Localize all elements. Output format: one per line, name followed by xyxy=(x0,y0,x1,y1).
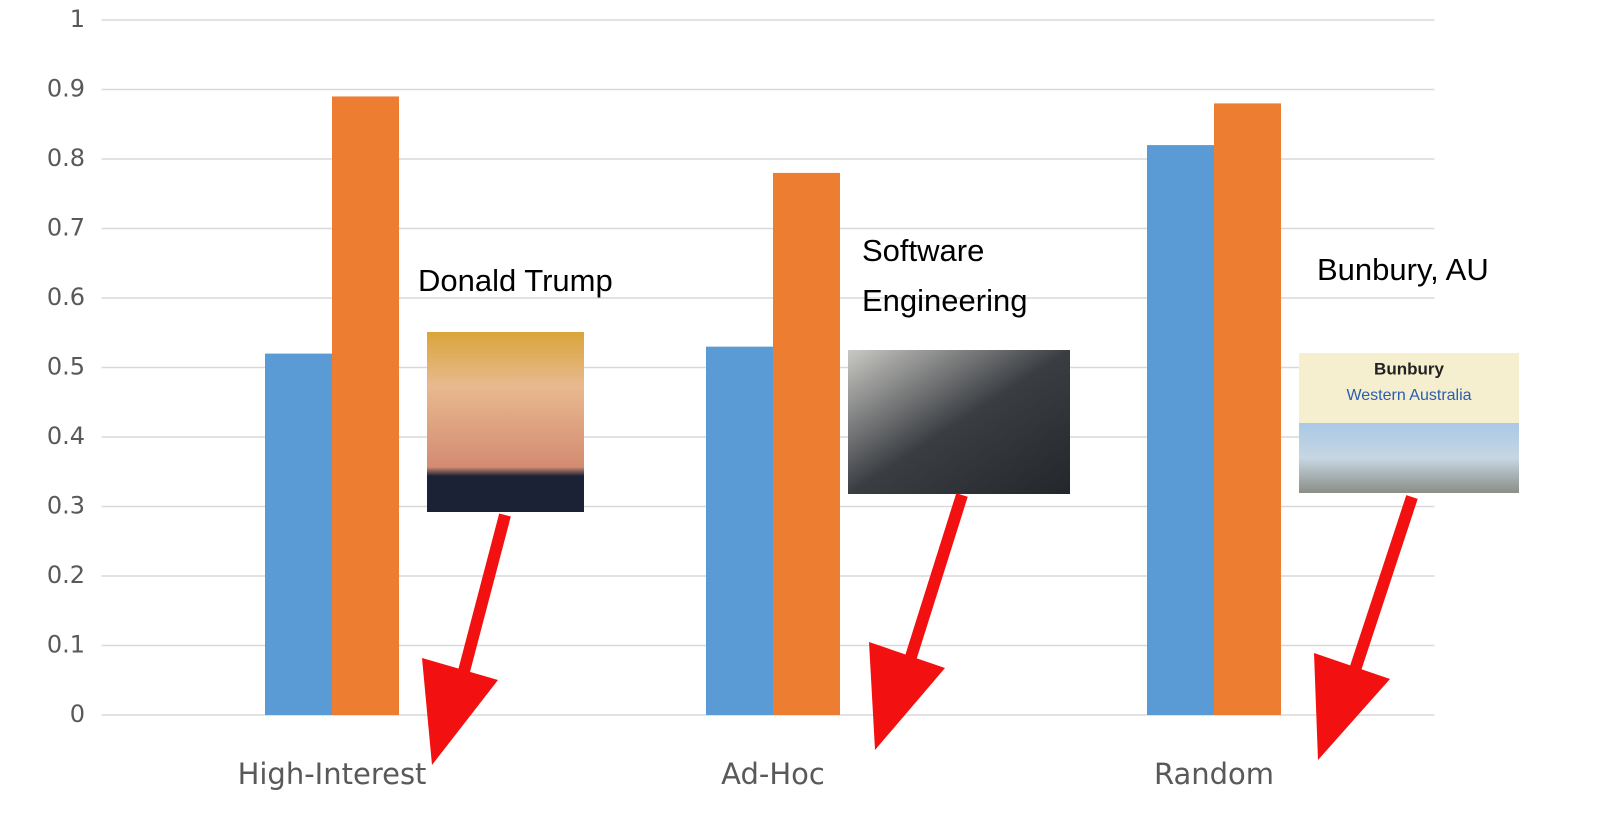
y-tick-label: 0.2 xyxy=(47,561,85,589)
plot-area: 0 0.1 0.2 0.3 0.4 0.5 0.6 0.7 0.8 0.9 1 High-Intere… xyxy=(47,5,1435,791)
y-tick-label: 0.1 xyxy=(47,631,85,659)
bar xyxy=(265,353,332,715)
arrow-head xyxy=(422,658,498,765)
arrow-head xyxy=(869,642,945,750)
x-tick-label: High-Interest xyxy=(238,757,427,791)
annotation: Software xyxy=(862,233,984,268)
photo xyxy=(427,332,584,512)
arrow-head xyxy=(1314,653,1390,760)
bar xyxy=(773,172,840,715)
annotation: Engineering xyxy=(862,283,1027,318)
y-tick-label: 1 xyxy=(70,5,85,33)
y-tick-label: 0.9 xyxy=(47,75,85,103)
arrow-shaft xyxy=(904,493,968,662)
arrows xyxy=(422,493,1418,765)
x-tick-label: Random xyxy=(1154,757,1274,791)
bar xyxy=(706,346,773,715)
arrow-shaft xyxy=(1349,495,1418,672)
y-tick-label: 0.7 xyxy=(47,214,85,242)
x-tick-label: Ad-Hoc xyxy=(721,757,825,791)
y-tick-label: 0 xyxy=(70,700,85,728)
bar xyxy=(1147,145,1214,716)
y-tick-label: 0.4 xyxy=(47,422,85,450)
annotation: Bunbury, AU xyxy=(1317,252,1489,287)
arrow-shaft xyxy=(457,513,511,677)
y-tick-label: 0.6 xyxy=(47,283,85,311)
y-tick-label: 0.8 xyxy=(47,144,85,172)
bar xyxy=(332,96,399,715)
photo-header xyxy=(1299,353,1519,423)
y-tick-label: 0.3 xyxy=(47,492,85,520)
annotation: Donald Trump xyxy=(418,263,613,298)
photo xyxy=(1299,423,1519,493)
y-tick-label: 0.5 xyxy=(47,353,85,381)
photo xyxy=(848,350,1070,494)
image-text: Western Australia xyxy=(1346,387,1471,404)
image-text: Bunbury xyxy=(1374,359,1444,378)
bar xyxy=(1214,103,1281,715)
